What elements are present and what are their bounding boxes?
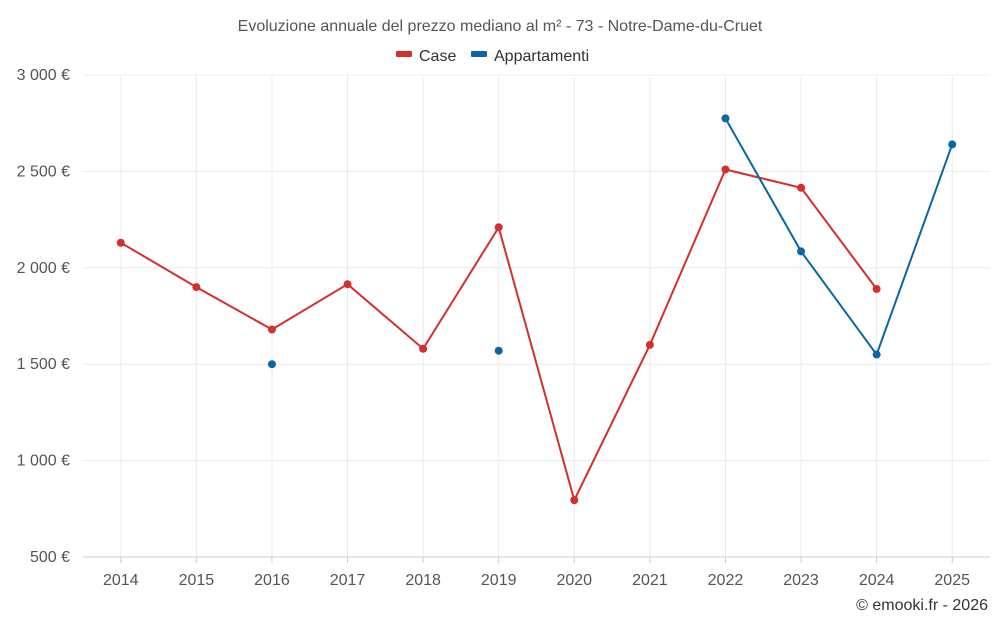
x-tick-label: 2020	[556, 572, 592, 589]
chart-title: Evoluzione annuale del prezzo mediano al…	[238, 18, 763, 35]
credit-text: © emooki.fr - 2026	[856, 597, 988, 614]
data-point-appartamenti-2023[interactable]	[797, 247, 806, 256]
data-point-case-2022[interactable]	[721, 165, 730, 174]
data-point-case-2016[interactable]	[267, 325, 276, 334]
legend: Case Appartamenti	[396, 48, 589, 65]
y-tick-label: 500 €	[30, 549, 70, 566]
legend-swatch-case	[396, 51, 412, 57]
data-point-case-2021[interactable]	[645, 340, 654, 349]
x-tick-label: 2014	[103, 572, 139, 589]
legend-item-appartamenti[interactable]: Appartamenti	[471, 48, 589, 65]
series-appartamenti	[267, 114, 957, 369]
data-point-case-2015[interactable]	[192, 283, 201, 292]
legend-swatch-appartamenti	[471, 51, 487, 57]
x-tick-label: 2021	[632, 572, 668, 589]
series-layer	[116, 114, 957, 505]
y-tick-label: 1 500 €	[17, 356, 70, 373]
data-point-case-2014[interactable]	[116, 238, 125, 247]
data-point-case-2020[interactable]	[570, 496, 579, 505]
data-point-case-2017[interactable]	[343, 280, 352, 289]
series-case	[116, 165, 881, 505]
x-tick-label: 2023	[783, 572, 819, 589]
y-tick-label: 3 000 €	[17, 67, 70, 84]
grid-layer	[83, 74, 990, 557]
data-point-case-2019[interactable]	[494, 223, 503, 232]
y-tick-label: 2 500 €	[17, 163, 70, 180]
data-point-appartamenti-2025[interactable]	[948, 140, 957, 149]
data-point-case-2018[interactable]	[419, 344, 428, 353]
data-point-appartamenti-2019[interactable]	[494, 346, 503, 355]
data-point-appartamenti-2024[interactable]	[872, 350, 881, 359]
x-tick-label: 2019	[481, 572, 517, 589]
y-tick-label: 2 000 €	[17, 260, 70, 277]
legend-label-appartamenti: Appartamenti	[494, 48, 589, 65]
x-tick-label: 2024	[859, 572, 895, 589]
x-tick-label: 2025	[934, 572, 970, 589]
x-tick-label: 2022	[708, 572, 744, 589]
legend-item-case[interactable]: Case	[396, 48, 456, 65]
x-tick-label: 2018	[405, 572, 441, 589]
x-tick-label: 2015	[179, 572, 215, 589]
x-tick-label: 2016	[254, 572, 290, 589]
data-point-appartamenti-2016[interactable]	[267, 360, 276, 369]
data-point-appartamenti-2022[interactable]	[721, 114, 730, 123]
axis-layer: 500 € 1 000 € 1 500 € 2 000 € 2 500 € 3 000 €…	[17, 67, 990, 589]
series-line-appartamenti	[724, 117, 954, 357]
data-point-case-2023[interactable]	[797, 183, 806, 192]
data-point-case-2024[interactable]	[872, 285, 881, 294]
x-tick-label: 2017	[330, 572, 366, 589]
y-tick-label: 1 000 €	[17, 453, 70, 470]
legend-label-case: Case	[419, 48, 456, 65]
